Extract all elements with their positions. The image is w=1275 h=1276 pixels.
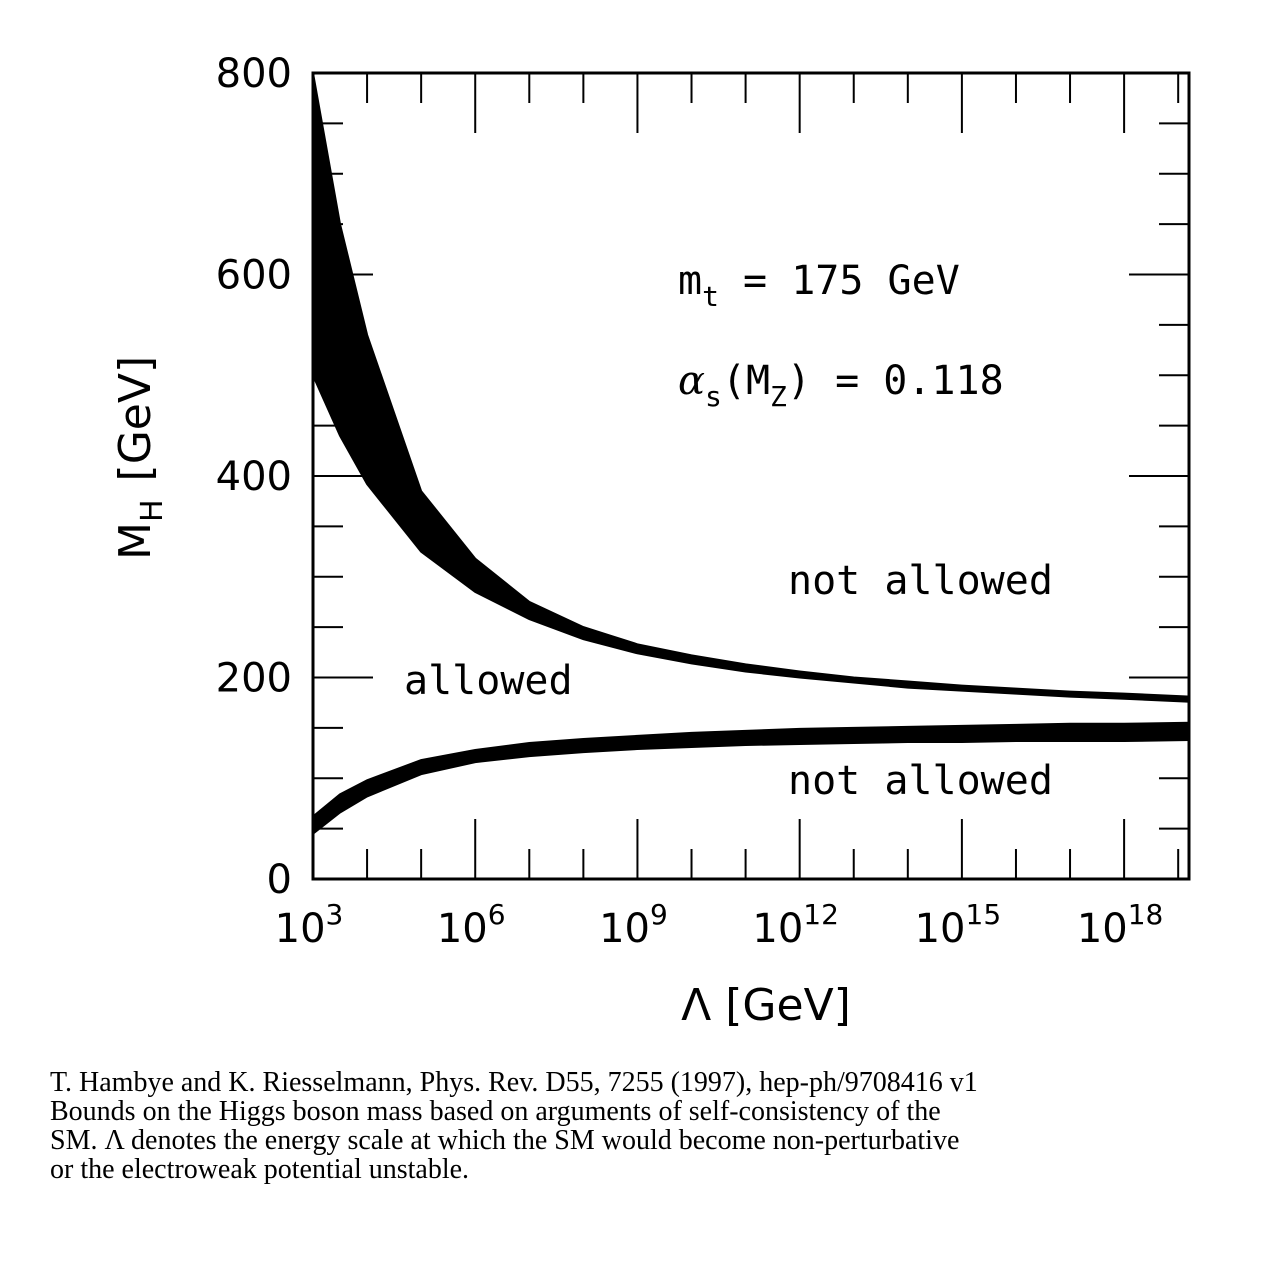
x-tick-base: 10 (275, 906, 326, 952)
x-tick-labels: 103 106 109 1012 1015 1018 (275, 898, 1164, 952)
lower-bound-band (312, 721, 1190, 836)
y-tick-labels: 0 200 400 600 800 (216, 51, 292, 903)
x-tick-base: 10 (1077, 906, 1128, 952)
x-tick-exponent: 12 (803, 898, 839, 931)
annotation-top-mass-sub: t (702, 280, 719, 313)
figure-caption: T. Hambye and K. Riesselmann, Phys. Rev.… (50, 1068, 1250, 1184)
bands-layer (312, 72, 1190, 836)
x-tick-exponent: 18 (1128, 898, 1164, 931)
y-tick-label: 600 (216, 253, 292, 299)
x-tick-label: 1015 (915, 898, 1002, 952)
annotation-alpha-sub: s (705, 380, 722, 413)
caption-line: T. Hambye and K. Riesselmann, Phys. Rev.… (50, 1067, 978, 1098)
x-tick-label: 106 (437, 898, 506, 952)
caption-line: Bounds on the Higgs boson mass based on … (50, 1096, 941, 1127)
y-tick-label: 200 (216, 656, 292, 702)
y-axis-unit: [GeV] (110, 356, 161, 482)
x-tick-exponent: 6 (488, 898, 506, 931)
region-label-upper: not allowed (788, 558, 1053, 604)
x-tick-exponent: 3 (326, 898, 344, 931)
caption-line: or the electroweak potential unstable. (50, 1154, 470, 1185)
y-axis-sub: H (135, 499, 170, 522)
x-tick-exponent: 15 (966, 898, 1002, 931)
ticks-layer (312, 72, 1189, 880)
annotation-alpha-text: ) = 0.118 (787, 358, 1004, 404)
annotation-top-mass-var: m (678, 258, 702, 304)
y-axis-var: M (110, 522, 161, 560)
region-label-middle: allowed (404, 658, 573, 704)
x-tick-label: 1012 (752, 898, 839, 952)
y-tick-label: 800 (216, 51, 292, 97)
y-tick-label: 400 (216, 454, 292, 500)
y-tick-label: 0 (267, 857, 292, 903)
annotation-top-mass-text: = 175 GeV (719, 258, 960, 304)
x-tick-base: 10 (437, 906, 488, 952)
x-tick-base: 10 (915, 906, 966, 952)
x-tick-label: 103 (275, 898, 344, 952)
annotation-alpha-arg-sub: Z (770, 380, 787, 413)
annotation-alpha-s: αs(MZ) = 0.118 (678, 358, 1004, 413)
x-tick-label: 109 (599, 898, 668, 952)
x-axis-title: Λ [GeV] (681, 980, 851, 1031)
x-tick-exponent: 9 (650, 898, 668, 931)
annotation-alpha-var: α (678, 358, 705, 404)
plot-frame (311, 71, 1191, 881)
x-tick-label: 1018 (1077, 898, 1164, 952)
x-tick-base: 10 (752, 906, 803, 952)
region-label-lower: not allowed (788, 758, 1053, 804)
x-tick-base: 10 (599, 906, 650, 952)
caption-line: SM. Λ denotes the energy scale at which … (50, 1125, 960, 1156)
y-axis-title: MH [GeV] (110, 356, 170, 560)
annotation-top-mass: mt = 175 GeV (678, 258, 960, 313)
annotation-alpha-arg: (M (722, 358, 770, 404)
